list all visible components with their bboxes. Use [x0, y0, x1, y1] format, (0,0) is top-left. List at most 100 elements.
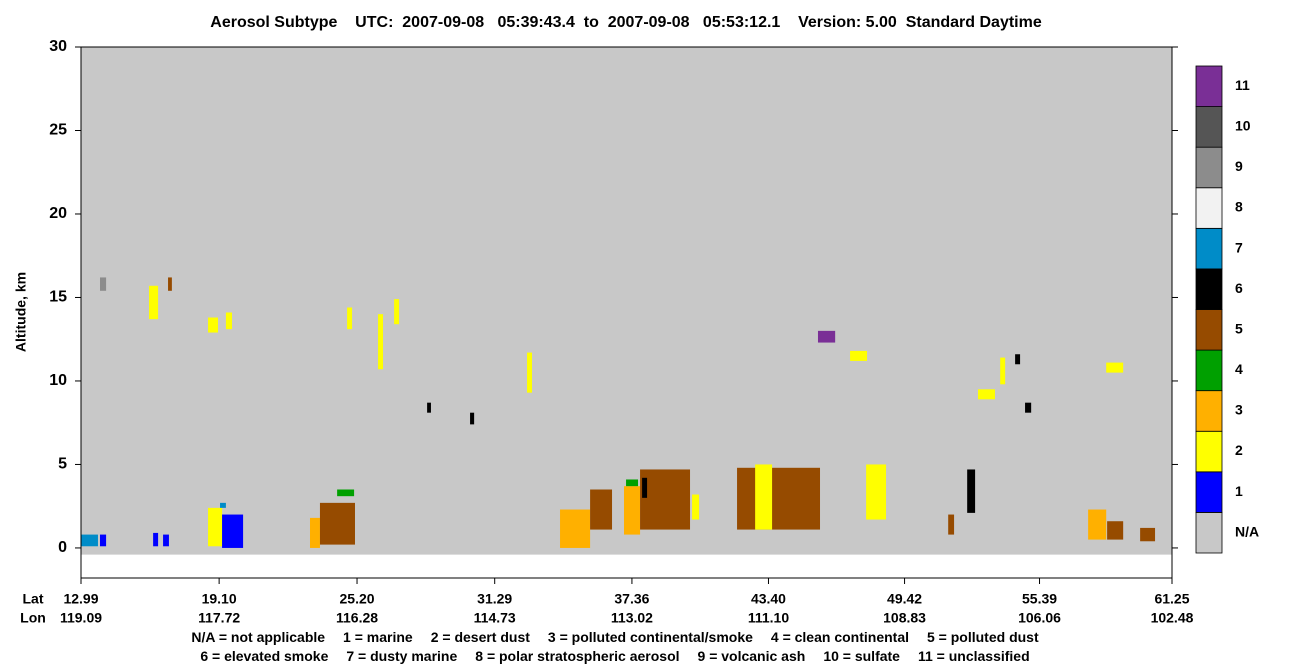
legend-label: 1 [1235, 483, 1243, 499]
aerosol-region [208, 507, 223, 547]
lat-tick-label: 61.25 [1154, 591, 1189, 607]
key-entry: 3 = polluted continental/smoke [548, 629, 753, 645]
aerosol-region [225, 312, 233, 330]
aerosol-region [1000, 357, 1006, 385]
lat-tick-label: 19.10 [202, 591, 237, 607]
aerosol-region [1140, 527, 1156, 542]
key-line: N/A = not applicable 1 = marine 2 = desert… [191, 629, 1039, 645]
lat-tick-label: 49.42 [887, 591, 922, 607]
legend-label: 5 [1235, 320, 1243, 336]
lat-row-label: Lat [23, 591, 44, 607]
aerosol-region [850, 350, 868, 361]
legend-swatch [1195, 268, 1223, 310]
aerosol-region [1088, 509, 1107, 540]
aerosol-region [427, 402, 431, 413]
aerosol-region [222, 514, 244, 548]
y-tick-label: 0 [58, 539, 67, 556]
aerosol-region [208, 317, 218, 333]
key-entry: N/A = not applicable [191, 629, 325, 645]
aerosol-region [560, 509, 591, 548]
aerosol-region [470, 412, 475, 425]
lat-tick-label: 43.40 [751, 591, 786, 607]
key-entry: 7 = dusty marine [346, 648, 457, 664]
aerosol-region [737, 467, 821, 530]
lon-row-label: Lon [20, 610, 46, 626]
y-tick-label: 25 [49, 122, 67, 139]
aerosol-region [624, 486, 641, 535]
aerosol-region [81, 534, 98, 547]
legend-swatch [1195, 390, 1223, 432]
key-entry: 10 = sulfate [823, 648, 900, 664]
key-entry: 9 = volcanic ash [698, 648, 806, 664]
aerosol-region [626, 479, 639, 487]
aerosol-region [149, 285, 159, 320]
aerosol-region [168, 277, 172, 291]
legend-label: 9 [1235, 158, 1243, 174]
aerosol-region [692, 494, 700, 520]
key-entry: 8 = polar stratospheric aerosol [475, 648, 679, 664]
lat-tick-label: 31.29 [477, 591, 512, 607]
chart-title: Aerosol Subtype UTC: 2007-09-08 05:39:43… [210, 14, 1042, 31]
aerosol-region [337, 489, 355, 497]
aerosol-region [99, 277, 107, 291]
aerosol-region [310, 517, 320, 548]
na-background [81, 47, 1172, 555]
lon-tick-label: 108.83 [883, 610, 926, 626]
aerosol-region [640, 469, 691, 530]
key-entry: 11 = unclassified [918, 648, 1030, 664]
legend-label: 8 [1235, 199, 1243, 215]
aerosol-region [948, 514, 955, 535]
legend-swatch [1195, 106, 1223, 148]
aerosol-region [1107, 521, 1124, 540]
legend-label: 7 [1235, 239, 1243, 255]
legend-swatch [1195, 349, 1223, 392]
plot-frame [80, 46, 1173, 579]
legend-label: 3 [1235, 402, 1243, 418]
lon-tick-label: 111.10 [748, 610, 789, 626]
key-entry: 4 = clean continental [771, 629, 909, 645]
lon-tick-label: 116.28 [336, 610, 378, 626]
lon-tick-label: 117.72 [198, 610, 240, 626]
lat-tick-label: 37.36 [614, 591, 649, 607]
y-tick-label: 20 [49, 205, 67, 222]
aerosol-region [642, 477, 648, 498]
lon-tick-label: 102.48 [1151, 610, 1194, 626]
aerosol-region [978, 389, 995, 400]
key-entry: 2 = desert dust [431, 629, 531, 645]
y-tick-label: 15 [49, 289, 67, 306]
aerosol-region [99, 534, 107, 547]
aerosol-region [527, 352, 533, 393]
aerosol-region [590, 489, 613, 530]
legend-label: 11 [1235, 77, 1250, 93]
legend-swatch [1195, 471, 1223, 513]
legend-label: N/A [1235, 523, 1259, 539]
aerosol-region [319, 502, 355, 545]
lon-tick-label: 106.06 [1018, 610, 1061, 626]
aerosol-region [347, 307, 353, 330]
legend-label: 10 [1235, 118, 1251, 134]
legend-label: 2 [1235, 442, 1243, 458]
aerosol-region [1106, 362, 1124, 373]
legend-label: 6 [1235, 280, 1243, 296]
aerosol-region [220, 502, 226, 508]
key-entry: 6 = elevated smoke [200, 648, 328, 664]
key-line: 6 = elevated smoke 7 = dusty marine 8 = po… [200, 648, 1029, 664]
aerosol-region [153, 532, 159, 547]
y-axis-label: Altitude, km [13, 272, 29, 352]
lat-tick-label: 25.20 [340, 591, 375, 607]
lon-tick-label: 119.09 [60, 610, 102, 626]
lon-tick-label: 113.02 [611, 610, 653, 626]
lon-tick-label: 114.73 [474, 610, 516, 626]
aerosol-region [866, 464, 887, 520]
legend-swatch [1195, 430, 1223, 473]
legend-swatch [1195, 512, 1223, 554]
legend-swatch [1195, 65, 1223, 107]
key-entry: 1 = marine [343, 629, 413, 645]
y-tick-label: 10 [49, 372, 67, 389]
aerosol-region [1025, 402, 1032, 413]
key-entry: 5 = polluted dust [927, 629, 1039, 645]
y-tick-label: 30 [49, 38, 67, 55]
aerosol-region [1015, 354, 1021, 365]
aerosol-region [967, 469, 976, 513]
